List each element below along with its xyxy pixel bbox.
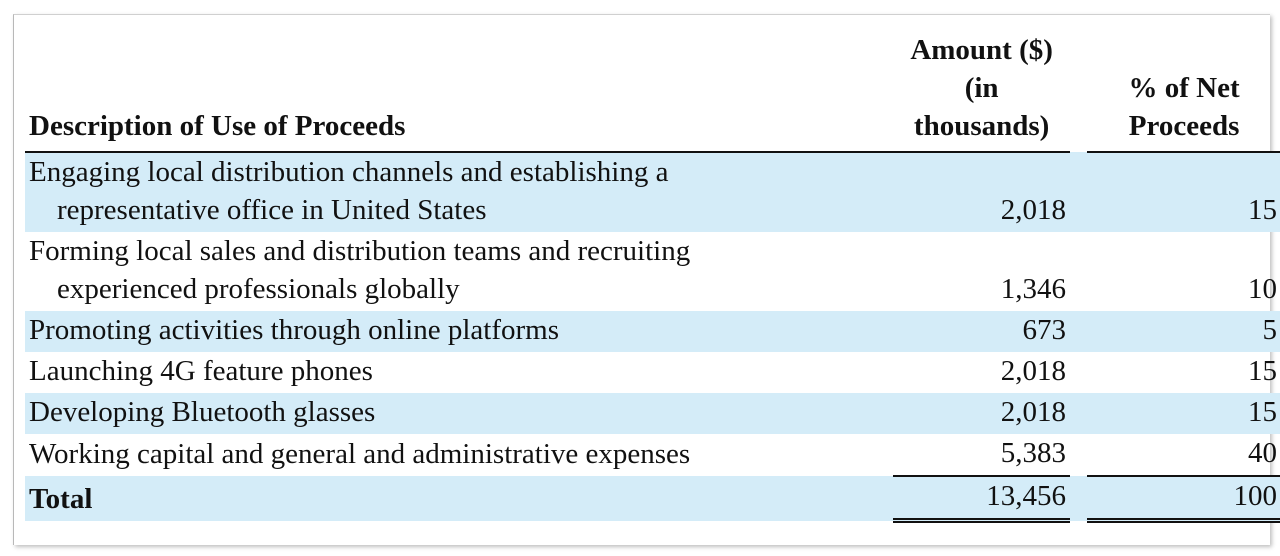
table-row: Working capital and general and administ…: [25, 434, 1280, 476]
table-row: Launching 4G feature phones 2,018 15: [25, 352, 1280, 393]
table-row: Promoting activities through online plat…: [25, 311, 1280, 352]
header-gap: [1070, 31, 1087, 152]
row-percent: 40: [1248, 437, 1277, 469]
row-description-line1: Forming local sales and distribution tea…: [29, 235, 691, 267]
total-amount: 13,456: [893, 475, 1070, 523]
row-percent: 15: [1248, 355, 1277, 387]
table-header-row: Description of Use of Proceeds Amount ($…: [25, 31, 1280, 153]
header-amount-line2: (in: [964, 72, 999, 104]
header-description: Description of Use of Proceeds: [25, 31, 894, 153]
header-amount-line3: thousands): [913, 110, 1050, 142]
row-amount: 1,346: [1000, 273, 1066, 305]
document-frame: Description of Use of Proceeds Amount ($…: [13, 14, 1280, 545]
total-percent: 100: [1087, 475, 1280, 523]
row-description: Developing Bluetooth glasses: [25, 393, 894, 434]
row-description: Launching 4G feature phones: [29, 355, 373, 387]
row-description: Promoting activities through online plat…: [25, 311, 894, 352]
table-row: Forming local sales and distribution tea…: [25, 232, 1280, 311]
row-description: Engaging local distribution channels and…: [25, 152, 894, 232]
table-row: Engaging local distribution channels and…: [25, 152, 1280, 232]
header-amount-line1: Amount ($): [910, 34, 1053, 66]
row-percent: 15: [1087, 393, 1280, 434]
header-percent-line2: Proceeds: [1128, 110, 1240, 142]
row-amount: 673: [893, 311, 1070, 352]
row-description-line1: Engaging local distribution channels and…: [29, 156, 669, 188]
header-percent-line1: % of Net: [1128, 72, 1240, 104]
row-percent: 15: [1087, 152, 1280, 232]
row-amount: 2,018: [893, 152, 1070, 232]
table-row: Developing Bluetooth glasses 2,018 15: [25, 393, 1280, 434]
row-percent: 10: [1248, 273, 1277, 305]
total-row: Total 13,456 100: [25, 475, 1280, 523]
row-percent: 5: [1087, 311, 1280, 352]
total-label: Total: [25, 476, 894, 521]
row-description-line2: representative office in United States: [57, 194, 487, 226]
header-percent: % of Net Proceeds: [1087, 31, 1280, 153]
row-amount: 2,018: [1000, 355, 1066, 387]
row-description-line2: experienced professionals globally: [57, 273, 460, 305]
row-amount: 5,383: [1000, 437, 1066, 469]
use-of-proceeds-table: Description of Use of Proceeds Amount ($…: [25, 31, 1280, 523]
row-amount: 2,018: [893, 393, 1070, 434]
header-amount: Amount ($) (in thousands): [893, 31, 1070, 153]
row-description: Forming local sales and distribution tea…: [25, 232, 893, 311]
row-description: Working capital and general and administ…: [29, 438, 691, 470]
